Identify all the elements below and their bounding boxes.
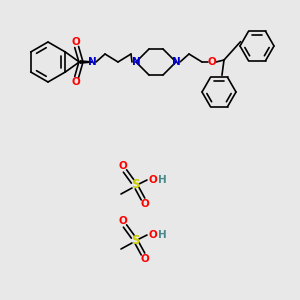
Text: S: S bbox=[131, 178, 139, 191]
Text: N: N bbox=[88, 57, 96, 67]
Text: N: N bbox=[172, 57, 180, 67]
Text: O: O bbox=[71, 37, 80, 47]
Text: O: O bbox=[71, 77, 80, 87]
Text: H: H bbox=[158, 230, 166, 240]
Text: O: O bbox=[141, 254, 149, 264]
Text: O: O bbox=[118, 161, 127, 171]
Text: N: N bbox=[132, 57, 140, 67]
Text: O: O bbox=[118, 216, 127, 226]
Text: S: S bbox=[131, 233, 139, 247]
Text: H: H bbox=[158, 175, 166, 185]
Text: O: O bbox=[148, 175, 158, 185]
Text: O: O bbox=[148, 230, 158, 240]
Text: O: O bbox=[141, 199, 149, 209]
Text: O: O bbox=[208, 57, 216, 67]
